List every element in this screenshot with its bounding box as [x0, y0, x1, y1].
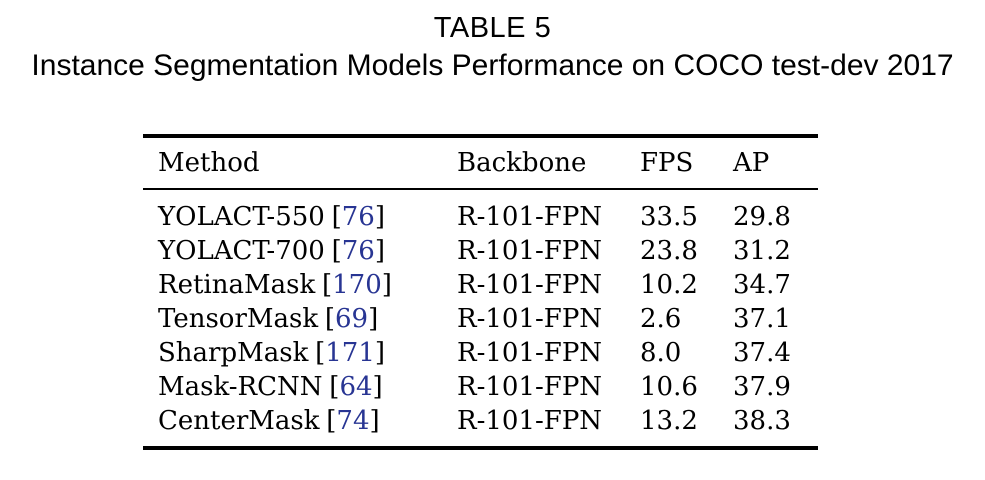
table-caption: TABLE 5 Instance Segmentation Models Per… — [0, 13, 985, 82]
fps-cell: 10.6 — [640, 372, 698, 402]
citation-ref[interactable]: [64] — [329, 372, 382, 402]
method-name: TensorMask — [158, 304, 319, 334]
backbone-cell: R-101-FPN — [457, 372, 603, 402]
method-cell: CenterMask [74] — [158, 404, 457, 438]
citation-number[interactable]: 171 — [325, 338, 375, 368]
method-name: CenterMask — [158, 406, 320, 436]
backbone-cell: R-101-FPN — [457, 338, 603, 368]
citation-bracket-open: [ — [331, 236, 342, 266]
backbone-cell: R-101-FPN — [457, 236, 603, 266]
backbone-cell: R-101-FPN — [457, 304, 603, 334]
ap-cell: 34.7 — [733, 270, 791, 300]
ap-cell: 38.3 — [733, 406, 791, 436]
citation-bracket-close: ] — [381, 270, 392, 300]
table-header-row: Method Backbone FPS AP — [143, 138, 818, 190]
backbone-cell: R-101-FPN — [457, 202, 603, 232]
method-cell: TensorMask [69] — [158, 302, 457, 336]
table-row: TensorMask [69] R-101-FPN 2.6 37.1 — [143, 302, 818, 336]
method-cell: YOLACT-700 [76] — [158, 234, 457, 268]
method-name: RetinaMask — [158, 270, 316, 300]
citation-ref[interactable]: [69] — [325, 304, 378, 334]
method-cell: YOLACT-550 [76] — [158, 200, 457, 234]
method-name: Mask-RCNN — [158, 372, 323, 402]
citation-number[interactable]: 76 — [341, 202, 375, 232]
method-cell: RetinaMask [170] — [158, 268, 457, 302]
method-cell: SharpMask [171] — [158, 336, 457, 370]
citation-number[interactable]: 170 — [332, 270, 382, 300]
ap-cell: 31.2 — [733, 236, 791, 266]
citation-ref[interactable]: [76] — [332, 202, 385, 232]
table-row: Mask-RCNN [64] R-101-FPN 10.6 37.9 — [143, 370, 818, 404]
fps-cell: 23.8 — [640, 236, 698, 266]
table-row: RetinaMask [170] R-101-FPN 10.2 34.7 — [143, 268, 818, 302]
method-name: SharpMask — [158, 338, 309, 368]
ap-cell: 29.8 — [733, 202, 791, 232]
table-caption-label: TABLE 5 — [433, 12, 552, 44]
citation-bracket-close: ] — [368, 304, 379, 334]
citation-number[interactable]: 69 — [335, 304, 369, 334]
column-header-fps: FPS — [640, 148, 694, 178]
column-header-backbone: Backbone — [457, 148, 587, 178]
citation-bracket-open: [ — [321, 270, 333, 300]
citation-bracket-close: ] — [374, 236, 385, 266]
citation-ref[interactable]: [170] — [322, 270, 392, 300]
citation-ref[interactable]: [171] — [315, 338, 385, 368]
citation-bracket-close: ] — [369, 406, 380, 436]
column-header-ap: AP — [733, 148, 770, 178]
table-row: CenterMask [74] R-101-FPN 13.2 38.3 — [143, 404, 818, 438]
method-name: YOLACT-550 — [158, 202, 325, 232]
table-caption-title: Instance Segmentation Models Performance… — [31, 49, 954, 82]
method-name: YOLACT-700 — [158, 236, 325, 266]
fps-cell: 13.2 — [640, 406, 698, 436]
ap-cell: 37.1 — [733, 304, 791, 334]
citation-number[interactable]: 76 — [341, 236, 375, 266]
citation-bracket-open: [ — [315, 338, 326, 368]
table-row: SharpMask [171] R-101-FPN 8.0 37.4 — [143, 336, 818, 370]
method-cell: Mask-RCNN [64] — [158, 370, 457, 404]
citation-ref[interactable]: [74] — [326, 406, 379, 436]
fps-cell: 33.5 — [640, 202, 698, 232]
backbone-cell: R-101-FPN — [457, 270, 603, 300]
fps-cell: 10.2 — [640, 270, 698, 300]
table-body: YOLACT-550 [76] R-101-FPN 33.5 29.8 YOLAC… — [143, 190, 818, 446]
fps-cell: 8.0 — [640, 338, 682, 368]
citation-bracket-close: ] — [374, 338, 386, 368]
citation-bracket-close: ] — [372, 372, 383, 402]
citation-bracket-open: [ — [326, 406, 337, 436]
citation-bracket-close: ] — [374, 202, 385, 232]
backbone-cell: R-101-FPN — [457, 406, 603, 436]
citation-number[interactable]: 74 — [336, 406, 370, 436]
citation-bracket-open: [ — [331, 202, 342, 232]
column-header-method: Method — [158, 148, 260, 178]
table-row: YOLACT-550 [76] R-101-FPN 33.5 29.8 — [143, 200, 818, 234]
results-table: Method Backbone FPS AP YOLACT-550 [76] R-… — [143, 134, 818, 450]
ap-cell: 37.4 — [733, 338, 791, 368]
fps-cell: 2.6 — [640, 304, 682, 334]
citation-ref[interactable]: [76] — [332, 236, 385, 266]
table-row: YOLACT-700 [76] R-101-FPN 23.8 31.2 — [143, 234, 818, 268]
citation-number[interactable]: 64 — [339, 372, 373, 402]
citation-bracket-open: [ — [329, 372, 340, 402]
citation-bracket-open: [ — [324, 304, 336, 334]
ap-cell: 37.9 — [733, 372, 791, 402]
